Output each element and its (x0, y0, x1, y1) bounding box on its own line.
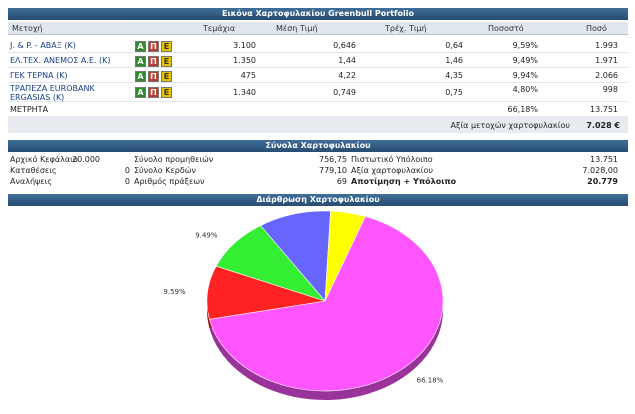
cash-pct: 66,18% (507, 105, 538, 114)
table-row: J. & P. - ΑΒΑΞ (Κ) Α Π Ε 3.100 0,646 0,6… (8, 38, 628, 53)
summary-title-bar: Σύνολα Χαρτοφυλακίου (8, 140, 628, 152)
buy-badge[interactable]: Α (135, 41, 146, 52)
summary-label: Αριθμός πράξεων (134, 177, 205, 186)
summary-label: Σύνολο προμηθειών (134, 155, 214, 164)
cur-value: 0,75 (445, 88, 463, 97)
summary-label: Σύνολο Κερδών (134, 166, 196, 175)
cur-value: 1,46 (445, 56, 463, 65)
buy-badge[interactable]: Α (135, 87, 146, 98)
summary-value: 779,10 (319, 166, 347, 175)
amt-value: 1.971 (595, 56, 618, 65)
amt-value: 998 (602, 85, 618, 94)
summary-value: 20.779 (587, 177, 618, 186)
summary-value: 20.000 (72, 155, 100, 164)
portfolio-header-row: Μετοχή Τεμάχια Μέση Τιμή Τρέχ. Τιμή Ποσο… (8, 22, 628, 35)
amt-value: 1.993 (595, 41, 618, 50)
table-row: ΤΡΑΠΕΖΑ EUROBANK ERGASIAS (Κ) Α Π Ε 1.34… (8, 83, 628, 102)
summary-value: 0 (124, 166, 130, 175)
col-avg: Μέση Τιμή (276, 24, 318, 33)
summary-block: Αρχικό Κεφάλαιο 20.000 Καταθέσεις 0 Αναλ… (8, 154, 628, 190)
summary-label: Πιστωτικό Υπόλοιπο (351, 155, 433, 164)
sell-badge[interactable]: Π (148, 56, 159, 67)
table-row: ΓΕΚ ΤΕΡΝΑ (Κ) Α Π Ε 475 4,22 4,35 9,94% … (8, 68, 628, 83)
summary-label: Αρχικό Κεφάλαιο (10, 155, 78, 164)
pie-slice-label: 66.18% (417, 377, 444, 385)
summary-value: 13.751 (590, 155, 618, 164)
portfolio-title: Εικόνα Χαρτοφυλακίου Greenbull Portfolio (221, 9, 415, 18)
cash-label: ΜΕΤΡΗΤΑ (10, 105, 49, 114)
table-row: ΕΛ.ΤΕΧ. ΑΝΕΜΟΣ Α.Ε. (Κ) Α Π Ε 1.350 1,44… (8, 53, 628, 68)
portfolio-title-bar: Εικόνα Χαρτοφυλακίου Greenbull Portfolio (8, 8, 628, 20)
stock-link[interactable]: ΓΕΚ ΤΕΡΝΑ (Κ) (10, 71, 68, 80)
pct-value: 9,94% (512, 71, 538, 80)
summary-label: Αξία χαρτοφυλακίου (351, 166, 433, 175)
info-badge[interactable]: Ε (161, 71, 172, 82)
pie-slice (324, 210, 366, 302)
sell-badge[interactable]: Π (148, 41, 159, 52)
buy-badge[interactable]: Α (135, 71, 146, 82)
cur-value: 4,35 (445, 71, 463, 80)
pct-value: 4,80% (512, 85, 538, 94)
pct-value: 9,59% (512, 41, 538, 50)
avg-value: 4,22 (338, 71, 356, 80)
qty-value: 1.340 (233, 88, 256, 97)
info-badge[interactable]: Ε (161, 56, 172, 67)
col-pct: Ποσοστό (488, 24, 524, 33)
summary-value: 7.028,00 (582, 166, 618, 175)
chart-title-bar: Διάρθρωση Χαρτοφυλακίου (8, 194, 628, 206)
stock-link[interactable]: J. & P. - ΑΒΑΞ (Κ) (10, 41, 76, 50)
col-qty: Τεμάχια (203, 24, 236, 33)
chart-title: Διάρθρωση Χαρτοφυλακίου (256, 195, 380, 204)
stock-link[interactable]: ΤΡΑΠΕΖΑ EUROBANK ERGASIAS (Κ) (10, 84, 95, 102)
pie-slice-label: 9.49% (195, 231, 218, 239)
avg-value: 1,44 (338, 56, 356, 65)
summary-value: 756,75 (319, 155, 347, 164)
cash-amt: 13.751 (590, 105, 618, 114)
pie-slice (209, 216, 444, 392)
pie-slice-label: 9.59% (163, 288, 186, 296)
qty-value: 3.100 (233, 41, 256, 50)
pie-chart: 66.18%9.59%9.49%9.94%4.80% (163, 210, 444, 400)
total-row: Αξία μετοχών χαρτοφυλακίου 7.028 € (8, 117, 628, 133)
avg-value: 0,646 (333, 41, 356, 50)
pie-slice (260, 210, 331, 302)
col-amt: Ποσό (586, 24, 607, 33)
amt-value: 2.066 (595, 71, 618, 80)
summary-value: 69 (336, 177, 347, 186)
buy-badge[interactable]: Α (135, 56, 146, 67)
sell-badge[interactable]: Π (148, 87, 159, 98)
total-label: Αξία μετοχών χαρτοφυλακίου (450, 121, 570, 130)
summary-label: Αποτίμηση + Υπόλοιπο (351, 177, 457, 186)
col-stock: Μετοχή (12, 24, 43, 33)
total-value: 7.028 € (586, 121, 620, 130)
sell-badge[interactable]: Π (148, 71, 159, 82)
pct-value: 9,49% (512, 56, 538, 65)
stock-link[interactable]: ΕΛ.ΤΕΧ. ΑΝΕΜΟΣ Α.Ε. (Κ) (10, 56, 111, 65)
info-badge[interactable]: Ε (161, 87, 172, 98)
cur-value: 0,64 (445, 41, 463, 50)
summary-label: Αναλήψεις (10, 177, 53, 186)
col-cur: Τρέχ. Τιμή (385, 24, 427, 33)
cash-row: ΜΕΤΡΗΤΑ 66,18% 13.751 (8, 102, 628, 117)
summary-title: Σύνολα Χαρτοφυλακίου (265, 141, 371, 150)
avg-value: 0,749 (333, 88, 356, 97)
summary-label: Καταθέσεις (10, 166, 57, 175)
qty-value: 475 (240, 71, 256, 80)
qty-value: 1.350 (233, 56, 256, 65)
summary-value: 0 (124, 177, 130, 186)
info-badge[interactable]: Ε (161, 41, 172, 52)
